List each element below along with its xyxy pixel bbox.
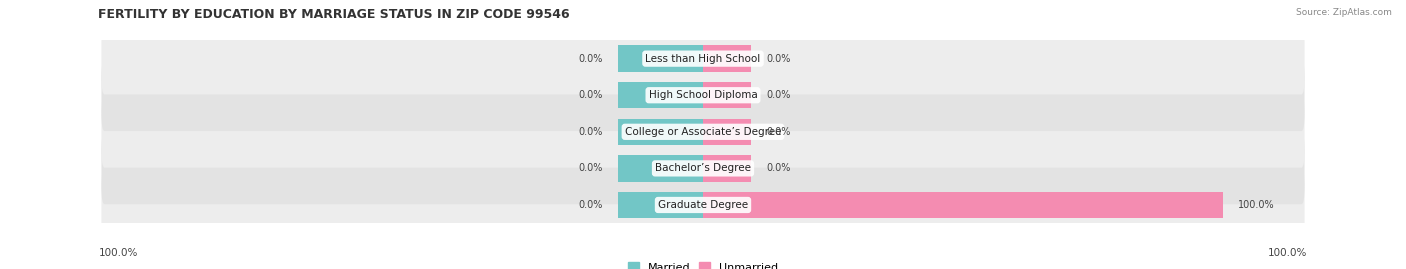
Bar xyxy=(619,155,703,182)
Bar xyxy=(703,45,751,72)
Bar xyxy=(619,192,703,218)
Text: High School Diploma: High School Diploma xyxy=(648,90,758,100)
Bar xyxy=(703,119,751,145)
Text: 0.0%: 0.0% xyxy=(579,200,603,210)
Bar xyxy=(703,155,751,182)
FancyBboxPatch shape xyxy=(101,169,1305,241)
Text: 0.0%: 0.0% xyxy=(766,163,790,174)
Text: 100.0%: 100.0% xyxy=(1239,200,1275,210)
Text: College or Associate’s Degree: College or Associate’s Degree xyxy=(624,127,782,137)
Text: 0.0%: 0.0% xyxy=(579,54,603,64)
Text: 0.0%: 0.0% xyxy=(766,90,790,100)
Bar xyxy=(619,45,703,72)
Text: 0.0%: 0.0% xyxy=(766,54,790,64)
Text: Bachelor’s Degree: Bachelor’s Degree xyxy=(655,163,751,174)
Text: Source: ZipAtlas.com: Source: ZipAtlas.com xyxy=(1296,8,1392,17)
Text: 0.0%: 0.0% xyxy=(579,90,603,100)
Bar xyxy=(619,119,703,145)
FancyBboxPatch shape xyxy=(101,23,1305,94)
Bar xyxy=(703,192,1223,218)
FancyBboxPatch shape xyxy=(101,96,1305,168)
Text: FERTILITY BY EDUCATION BY MARRIAGE STATUS IN ZIP CODE 99546: FERTILITY BY EDUCATION BY MARRIAGE STATU… xyxy=(98,8,569,21)
FancyBboxPatch shape xyxy=(101,59,1305,131)
Bar xyxy=(619,82,703,108)
Text: 0.0%: 0.0% xyxy=(579,163,603,174)
Text: 100.0%: 100.0% xyxy=(98,248,138,258)
Text: Graduate Degree: Graduate Degree xyxy=(658,200,748,210)
Text: 100.0%: 100.0% xyxy=(1268,248,1308,258)
Text: Less than High School: Less than High School xyxy=(645,54,761,64)
Bar xyxy=(703,82,751,108)
Text: 0.0%: 0.0% xyxy=(579,127,603,137)
Text: 0.0%: 0.0% xyxy=(766,127,790,137)
Legend: Married, Unmarried: Married, Unmarried xyxy=(627,262,779,269)
FancyBboxPatch shape xyxy=(101,133,1305,204)
